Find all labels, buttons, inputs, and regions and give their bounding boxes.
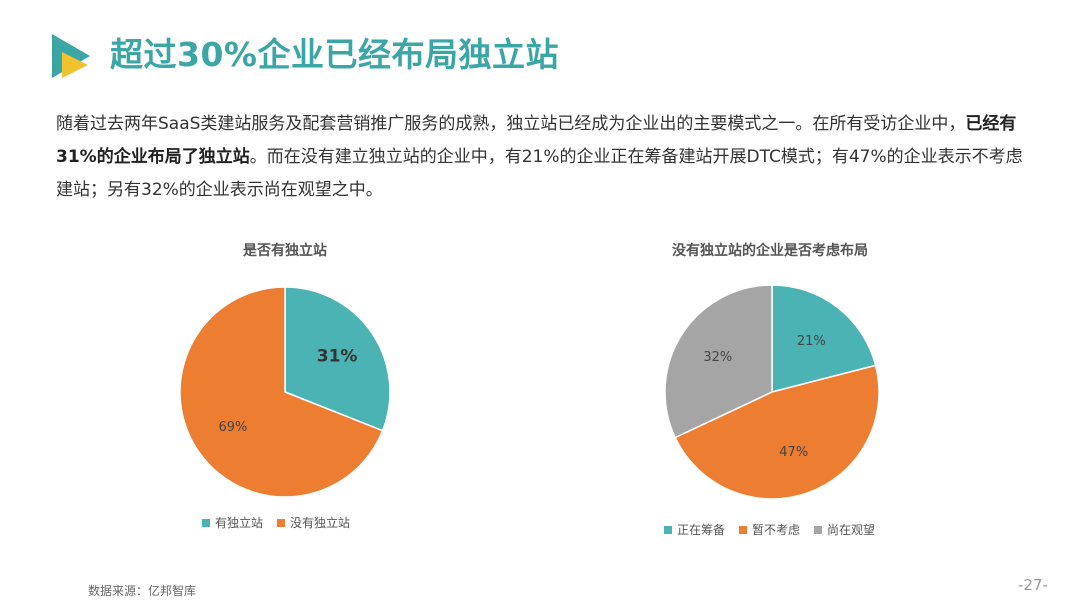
legend-swatch — [664, 525, 672, 534]
pie-slice-尚在观望 — [664, 284, 773, 439]
intro-text-part1: 随着过去两年SaaS类建站服务及配套营销推广服务的成熟，独立站已经成为企业出的主… — [56, 114, 966, 134]
intro-paragraph: 随着过去两年SaaS类建站服务及配套营销推广服务的成熟，独立站已经成为企业出的主… — [56, 108, 1024, 207]
pie-data-label: 69% — [218, 420, 247, 435]
legend-swatch — [277, 518, 286, 527]
chart1-title: 是否有独立站 — [243, 243, 327, 259]
legend-label: 正在筹备 — [677, 523, 726, 537]
intro-highlight: 已经有31%的企业布局了独立站 — [56, 114, 1017, 167]
page-number: -27- — [1018, 576, 1048, 594]
pie-data-label: 47% — [779, 445, 808, 460]
legend-item: 没有独立站 — [277, 514, 350, 531]
page-title: 超过30%企业已经布局独立站 — [110, 35, 559, 74]
legend-swatch — [814, 525, 823, 534]
pie-data-label: 32% — [703, 350, 732, 365]
pie-slice-没有独立站 — [179, 286, 384, 498]
pie-data-label: 21% — [797, 334, 826, 349]
legend-label: 没有独立站 — [290, 516, 351, 530]
pie-data-label: 31% — [317, 347, 358, 367]
legend-label: 尚在观望 — [827, 523, 876, 537]
pie-slice-有独立站 — [284, 286, 391, 432]
legend-item: 暂不考虑 — [739, 521, 800, 538]
brand-logo-icon — [52, 34, 90, 78]
legend-swatch — [739, 525, 748, 534]
pie-slice-暂不考虑 — [674, 364, 880, 500]
pie-chart-consider: 21% 47% 32% — [664, 284, 880, 500]
intro-text-part2: 。而在没有建立独立站的企业中，有21%的企业正在筹备建站开展DTC模式；有47%… — [56, 147, 1023, 200]
legend-item: 尚在观望 — [814, 521, 875, 538]
pie-slice-正在筹备 — [771, 284, 877, 393]
data-source-note: 数据来源：亿邦智库 — [88, 584, 197, 598]
chart2-legend: 正在筹备 暂不考虑 尚在观望 — [664, 521, 875, 538]
chart2-title: 没有独立站的企业是否考虑布局 — [672, 243, 868, 259]
legend-label: 暂不考虑 — [752, 523, 801, 537]
chart1-legend: 有独立站 没有独立站 — [202, 514, 350, 531]
legend-swatch — [202, 518, 210, 527]
legend-label: 有独立站 — [215, 516, 264, 530]
legend-item: 正在筹备 — [664, 521, 725, 538]
legend-item: 有独立站 — [202, 514, 263, 531]
pie-chart-has-site: 31% 69% — [179, 286, 391, 498]
